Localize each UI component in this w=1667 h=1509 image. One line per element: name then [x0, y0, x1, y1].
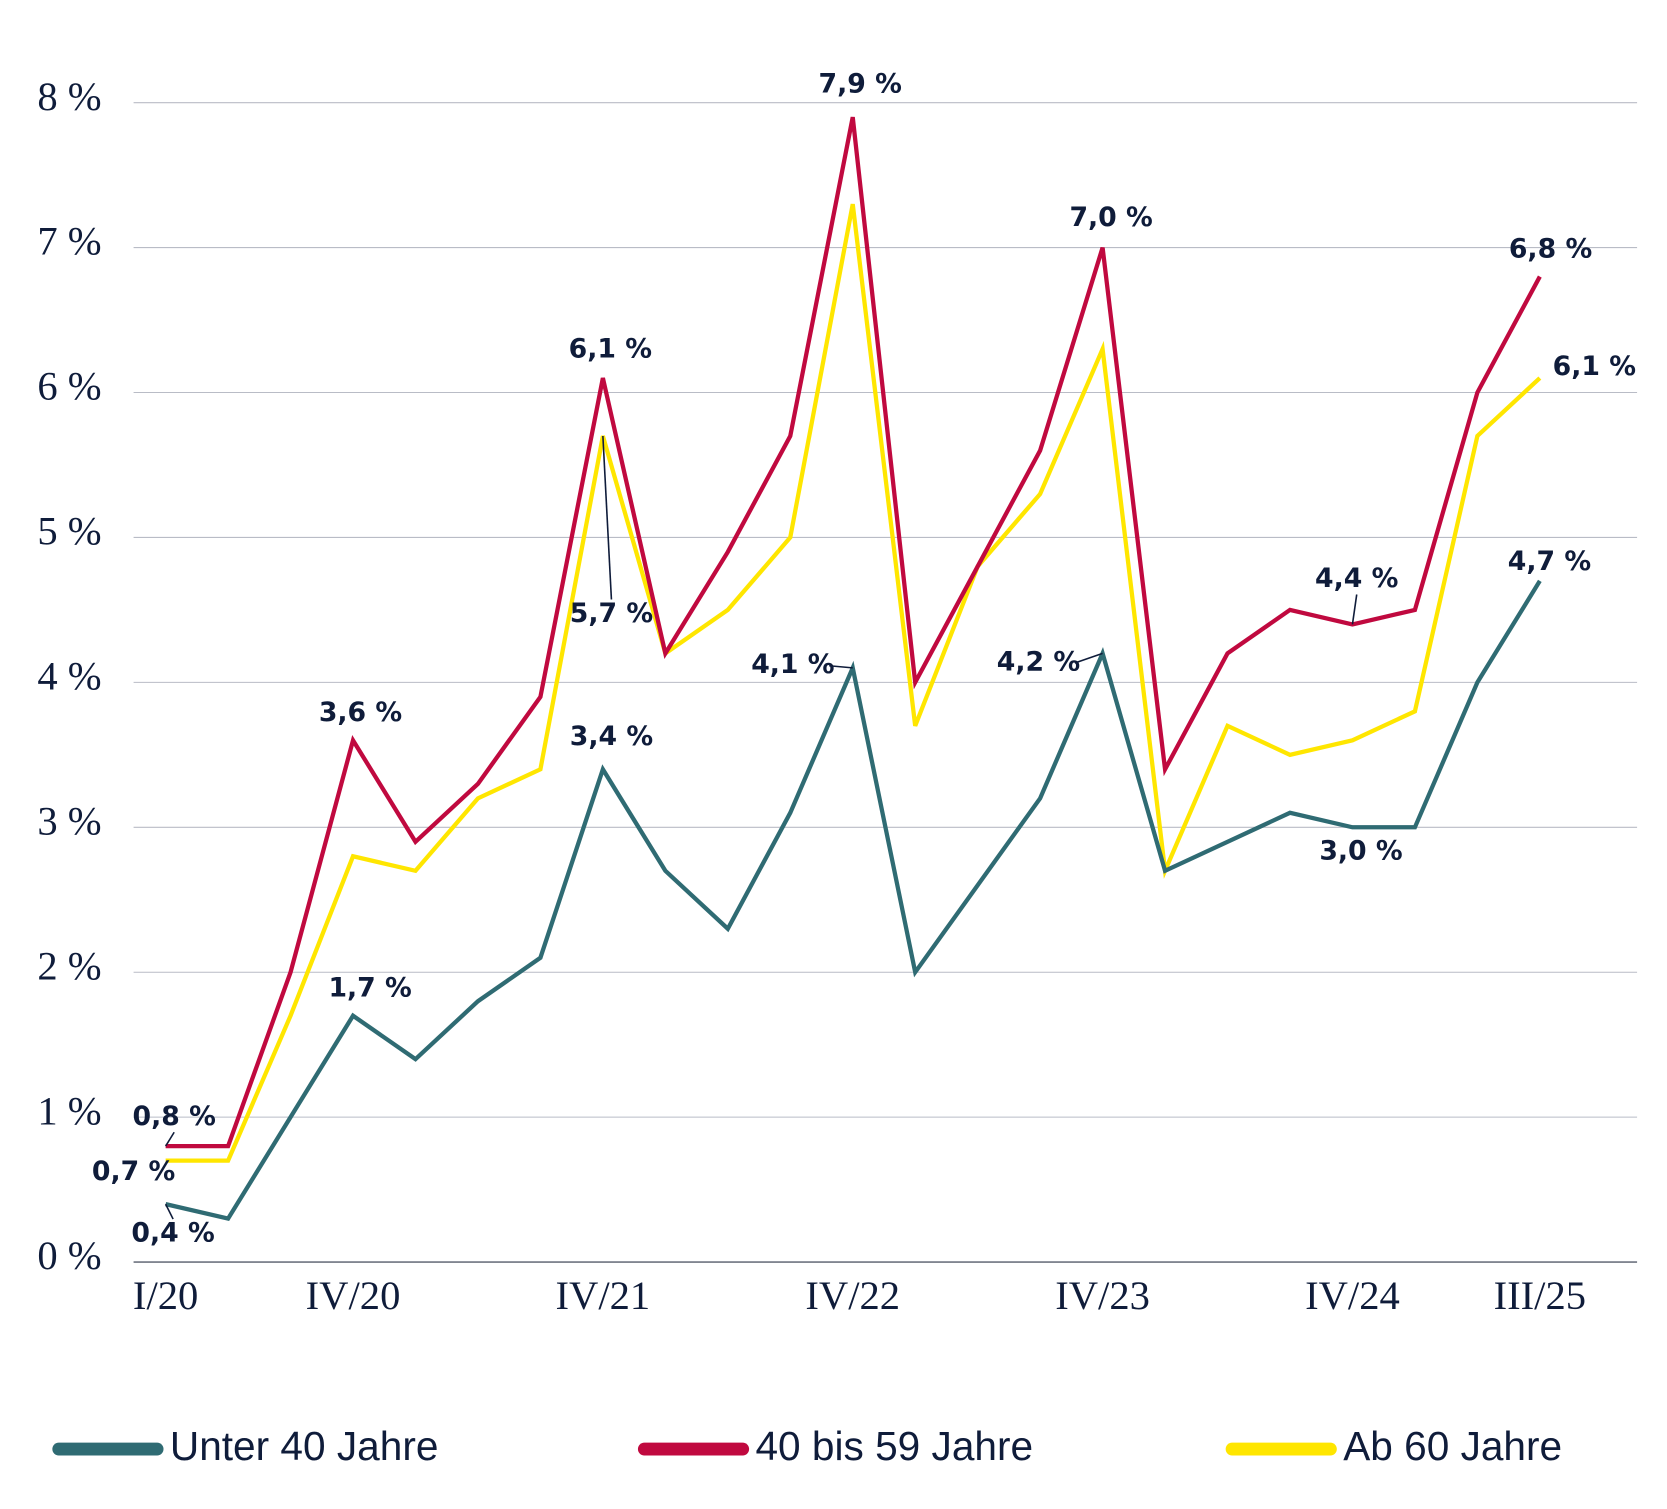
- data-label: 5,7 %: [570, 598, 653, 629]
- data-label: 4,7 %: [1508, 546, 1591, 577]
- y-tick-label: 4 %: [37, 654, 101, 699]
- data-label: 7,9 %: [819, 69, 902, 100]
- legend: Unter 40 Jahre 40 bis 59 Jahre Ab 60 Jahre: [52, 1423, 1562, 1469]
- data-label: 7,0 %: [1069, 202, 1152, 233]
- y-tick-label: 7 %: [37, 219, 101, 264]
- leader-line: [1074, 652, 1103, 664]
- legend-label: Ab 60 Jahre: [1343, 1423, 1562, 1469]
- data-label: 4,4 %: [1315, 563, 1398, 594]
- grid: 0 % 1 % 2 % 3 % 4 % 5 % 6 % 7 % 8 % I/20 IV/20 IV/2…: [37, 74, 1638, 1318]
- y-tick-label: 0 %: [37, 1233, 101, 1278]
- leader-line: [602, 435, 613, 600]
- series-line: [165, 203, 1542, 1163]
- series-line: [165, 579, 1542, 1222]
- x-tick-label: IV/22: [805, 1273, 900, 1318]
- leader-line: [164, 1131, 175, 1147]
- y-tick-label: 1 %: [37, 1088, 101, 1133]
- data-label: 0,7 %: [92, 1156, 175, 1187]
- data-label: 6,1 %: [1553, 351, 1636, 382]
- leader-line: [1351, 594, 1358, 625]
- x-tick-label: IV/20: [306, 1273, 401, 1318]
- data-label: 3,0 %: [1319, 835, 1402, 866]
- legend-label: Unter 40 Jahre: [170, 1423, 439, 1469]
- data-label: 4,2 %: [997, 647, 1080, 678]
- x-tick-label: III/25: [1494, 1273, 1586, 1318]
- data-label: 0,4 %: [131, 1218, 214, 1249]
- plot-area: [165, 116, 1542, 1222]
- leader-line: [164, 1203, 174, 1220]
- data-label: 6,8 %: [1509, 233, 1592, 264]
- y-tick-label: 3 %: [37, 798, 101, 843]
- leader-line: [829, 664, 853, 669]
- data-label: 0,8 %: [133, 1101, 216, 1132]
- y-tick-label: 6 %: [37, 364, 101, 409]
- y-tick-label: 8 %: [37, 74, 101, 119]
- x-tick-label: IV/23: [1055, 1273, 1150, 1318]
- data-label: 4,1 %: [751, 649, 834, 680]
- data-label: 1,7 %: [328, 972, 411, 1003]
- x-tick-label: I/20: [133, 1273, 198, 1318]
- y-tick-label: 2 %: [37, 943, 101, 988]
- x-tick-label: IV/21: [556, 1273, 651, 1318]
- data-label: 6,1 %: [569, 334, 652, 365]
- labels: 0,4 % 1,7 % 3,4 % 4,1 % 4,2 % 3,0 % 4,7 % 0,8 %…: [92, 69, 1636, 1249]
- data-label: 3,6 %: [319, 697, 402, 728]
- y-tick-label: 5 %: [37, 509, 101, 554]
- data-label: 3,4 %: [570, 721, 653, 752]
- series-line: [165, 116, 1542, 1149]
- legend-label: 40 bis 59 Jahre: [755, 1423, 1033, 1469]
- x-tick-label: IV/24: [1305, 1273, 1400, 1318]
